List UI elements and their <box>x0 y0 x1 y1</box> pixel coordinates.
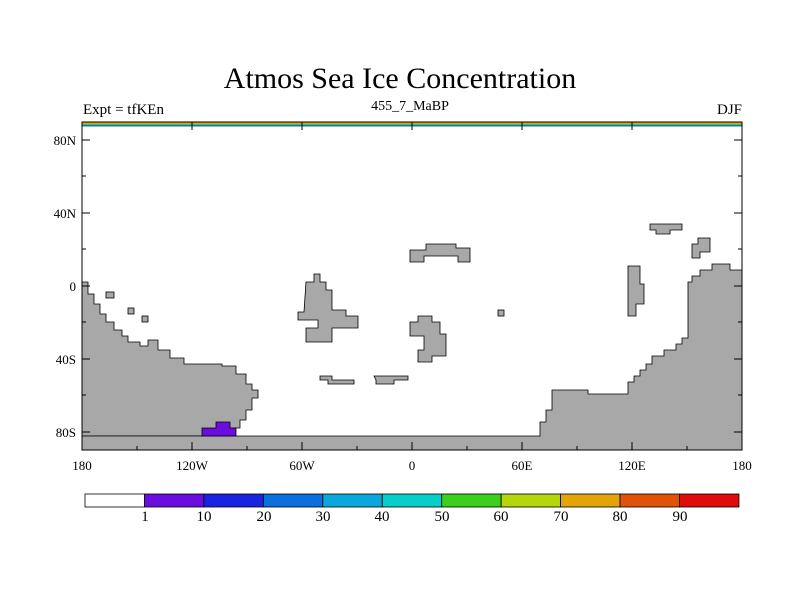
colorbar <box>84 493 740 508</box>
colorbar-swatch <box>679 493 740 508</box>
land-blob-south2 <box>373 375 409 385</box>
island-4 <box>497 309 505 317</box>
colorbar-label: 50 <box>434 509 450 525</box>
colorbar-label: 80 <box>612 509 628 525</box>
lat-label: 40N <box>53 206 76 221</box>
experiment-label: Expt = tfKEn <box>83 102 164 118</box>
lon-label: 60W <box>289 458 315 473</box>
land-blob-center <box>409 315 447 363</box>
colorbar-swatch <box>619 493 680 508</box>
colorbar-swatch <box>262 493 324 508</box>
island-1 <box>105 291 115 299</box>
island-3 <box>141 315 149 323</box>
map-title: Atmos Sea Ice Concentration <box>223 62 577 95</box>
colorbar-swatch <box>322 493 383 508</box>
colorbar-swatch <box>560 493 621 508</box>
land-blob-east2 <box>649 223 683 235</box>
lat-label: 80N <box>53 133 76 148</box>
island-2 <box>127 307 135 315</box>
lon-label: 120E <box>618 458 646 473</box>
lat-label: 40S <box>55 352 76 367</box>
lon-label: 0 <box>408 458 416 473</box>
colorbar-label: 70 <box>553 509 569 525</box>
season-label: DJF <box>716 102 742 118</box>
tick-marks <box>82 122 742 450</box>
lon-label: 60E <box>511 458 533 473</box>
colorbar-label: 10 <box>196 509 212 525</box>
colorbar-label: 40 <box>374 509 390 525</box>
land-blob-south1 <box>319 375 355 385</box>
colorbar-label: 30 <box>315 509 331 525</box>
lat-label: 0 <box>69 279 77 294</box>
land-blob-east1 <box>627 265 645 317</box>
land-blob-west <box>297 273 359 343</box>
land-antarctica <box>81 263 743 451</box>
colorbar-label: 90 <box>672 509 688 525</box>
colorbar-swatch <box>441 493 502 508</box>
colorbar-swatch <box>500 493 561 508</box>
colorbar-swatch <box>203 493 264 508</box>
land-south-america <box>81 281 259 437</box>
lon-label: 180 <box>732 458 752 473</box>
period-label: 455_7_MaBP <box>371 99 449 114</box>
land-blob-east3 <box>691 237 711 259</box>
colorbar-swatch <box>381 493 443 508</box>
colorbar-label: 60 <box>493 509 509 525</box>
sea-ice-patch <box>201 421 237 437</box>
colorbar-label: 1 <box>141 509 149 525</box>
colorbar-label: 20 <box>256 509 272 525</box>
lon-label: 180 <box>72 458 92 473</box>
colorbar-swatch <box>84 493 145 508</box>
lat-label: 80S <box>55 425 76 440</box>
lon-label: 120W <box>176 458 208 473</box>
colorbar-swatch <box>144 493 205 508</box>
land-blob-north <box>409 243 471 263</box>
